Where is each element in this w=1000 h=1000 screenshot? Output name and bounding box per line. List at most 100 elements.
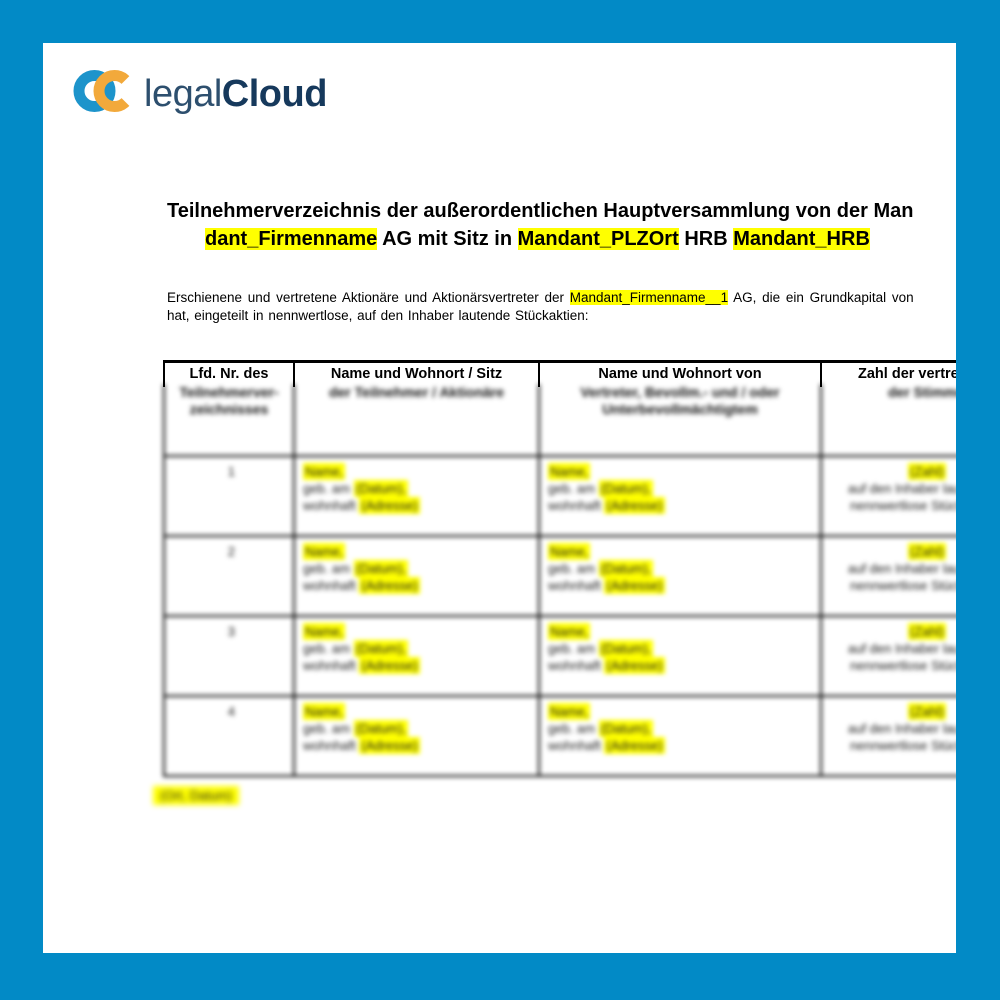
cell-text: geb. am bbox=[548, 721, 599, 736]
placeholder-field-firmenname[interactable]: dant_Firmenname bbox=[205, 228, 378, 250]
placeholder-field-zahl[interactable]: (Zahl) bbox=[908, 623, 946, 640]
header-text: zeichnisses bbox=[189, 401, 269, 417]
row-shares-cell: (Zahl) auf den Inhaber lautende nennwert… bbox=[822, 457, 956, 535]
row-representative-cell: Name, geb. am (Datum), wohnhaft (Adresse… bbox=[540, 537, 822, 615]
row-representative-cell: Name, geb. am (Datum), wohnhaft (Adresse… bbox=[540, 457, 822, 535]
doc-title-line1: Teilnehmerverzeichnis der außerordentlic… bbox=[167, 200, 914, 222]
header-col-zahl-text: Zahl der vertretenen bbox=[858, 366, 956, 382]
cell-text: nennwertlose Stückaktien bbox=[850, 498, 956, 513]
intro-paragraph-line1: Erschienene und vertretene Aktionäre und… bbox=[167, 290, 914, 305]
cell-text: wohnhaft bbox=[303, 658, 360, 673]
placeholder-field-name[interactable]: Name, bbox=[548, 703, 591, 720]
table-row: 2 Name, geb. am (Datum), wohnhaft (Adres… bbox=[165, 535, 956, 615]
header-text: Vertreter, Bevollm.- und / oder bbox=[580, 384, 780, 400]
placeholder-field-zahl[interactable]: (Zahl) bbox=[908, 543, 946, 560]
header-col-name-wohnort-von: Name und Wohnort von bbox=[540, 363, 822, 387]
placeholder-field-zahl[interactable]: (Zahl) bbox=[908, 463, 946, 480]
header-col2-sub: der Teilnehmer / Aktionäre bbox=[295, 384, 540, 455]
header-text: der Stimmen bbox=[888, 384, 956, 400]
placeholder-field-firmenname-1[interactable]: Mandant_Firmenname__1 bbox=[569, 290, 729, 305]
intro-text: Erschienene und vertretene Aktionäre und… bbox=[167, 290, 570, 305]
intro-paragraph-line2: hat, eingeteilt in nennwertlose, auf den… bbox=[167, 308, 589, 323]
placeholder-field-name[interactable]: Name, bbox=[303, 623, 346, 640]
doc-title-text: HRB bbox=[678, 228, 734, 250]
placeholder-field-hrb[interactable]: Mandant_HRB bbox=[733, 228, 870, 250]
cell-text: geb. am bbox=[548, 561, 599, 576]
logo-text: legalCloud bbox=[144, 70, 327, 118]
placeholder-field-adresse[interactable]: (Adresse) bbox=[604, 737, 665, 754]
placeholder-field-name[interactable]: Name, bbox=[303, 463, 346, 480]
row-number: 2 bbox=[165, 537, 295, 615]
placeholder-field-datum[interactable]: (Datum), bbox=[598, 480, 654, 497]
row-shares-cell: (Zahl) auf den Inhaber lautende nennwert… bbox=[822, 617, 956, 695]
cell-text: wohnhaft bbox=[548, 658, 605, 673]
table-header-subrow: Teilnehmerver- zeichnisses der Teilnehme… bbox=[165, 384, 956, 455]
placeholder-field-plzort[interactable]: Mandant_PLZOrt bbox=[517, 228, 679, 250]
cell-text: nennwertlose Stückaktien bbox=[850, 738, 956, 753]
row-shareholder-cell: Name, geb. am (Datum), wohnhaft (Adresse… bbox=[295, 537, 540, 615]
placeholder-field-adresse[interactable]: (Adresse) bbox=[604, 497, 665, 514]
header-col-lfd-nr: Lfd. Nr. des bbox=[165, 363, 295, 387]
table-row: 3 Name, geb. am (Datum), wohnhaft (Adres… bbox=[165, 615, 956, 695]
placeholder-field-adresse[interactable]: (Adresse) bbox=[604, 657, 665, 674]
cell-text: auf den Inhaber lautende bbox=[848, 481, 956, 496]
header-col4-sub: der Stimmen bbox=[822, 384, 956, 455]
cell-text: geb. am bbox=[548, 481, 599, 496]
placeholder-field-name[interactable]: Name, bbox=[548, 623, 591, 640]
table-row: 1 Name, geb. am (Datum), wohnhaft (Adres… bbox=[165, 455, 956, 535]
row-number: 3 bbox=[165, 617, 295, 695]
cell-text: wohnhaft bbox=[548, 578, 605, 593]
brand-logo: legalCloud bbox=[73, 68, 327, 119]
cell-text: nennwertlose Stückaktien bbox=[850, 578, 956, 593]
cell-text: wohnhaft bbox=[548, 498, 605, 513]
cell-text: wohnhaft bbox=[303, 498, 360, 513]
placeholder-field-adresse[interactable]: (Adresse) bbox=[359, 657, 420, 674]
placeholder-field-adresse[interactable]: (Adresse) bbox=[359, 577, 420, 594]
placeholder-field-datum[interactable]: (Datum), bbox=[353, 480, 409, 497]
cell-text: wohnhaft bbox=[303, 738, 360, 753]
placeholder-field-datum[interactable]: (Datum), bbox=[598, 640, 654, 657]
placeholder-field-datum[interactable]: (Datum), bbox=[353, 640, 409, 657]
header-text: Unterbevollmächtigtem bbox=[602, 401, 758, 417]
row-number: 1 bbox=[165, 457, 295, 535]
row-representative-cell: Name, geb. am (Datum), wohnhaft (Adresse… bbox=[540, 617, 822, 695]
placeholder-field-datum[interactable]: (Datum), bbox=[598, 560, 654, 577]
cell-text: geb. am bbox=[548, 641, 599, 656]
placeholder-field-adresse[interactable]: (Adresse) bbox=[359, 497, 420, 514]
cell-text: auf den Inhaber lautende bbox=[848, 641, 956, 656]
header-col1-sub: Teilnehmerver- zeichnisses bbox=[165, 384, 295, 455]
logo-oc-mark-icon bbox=[73, 68, 135, 119]
placeholder-field-name[interactable]: Name, bbox=[303, 543, 346, 560]
row-shareholder-cell: Name, geb. am (Datum), wohnhaft (Adresse… bbox=[295, 697, 540, 775]
placeholder-field-zahl[interactable]: (Zahl) bbox=[908, 703, 946, 720]
cell-text: auf den Inhaber lautende bbox=[848, 561, 956, 576]
placeholder-field-datum[interactable]: (Datum), bbox=[353, 560, 409, 577]
cell-text: geb. am bbox=[303, 641, 354, 656]
placeholder-field-datum[interactable]: (Datum), bbox=[598, 720, 654, 737]
cell-text: nennwertlose Stückaktien bbox=[850, 658, 956, 673]
table-row: 4 Name, geb. am (Datum), wohnhaft (Adres… bbox=[165, 695, 956, 775]
row-number: 4 bbox=[165, 697, 295, 775]
placeholder-field-adresse[interactable]: (Adresse) bbox=[604, 577, 665, 594]
row-shares-cell: (Zahl) auf den Inhaber lautende nennwert… bbox=[822, 537, 956, 615]
cell-text: wohnhaft bbox=[548, 738, 605, 753]
header-col3-sub: Vertreter, Bevollm.- und / oder Unterbev… bbox=[540, 384, 822, 455]
cell-text: geb. am bbox=[303, 561, 354, 576]
row-shareholder-cell: Name, geb. am (Datum), wohnhaft (Adresse… bbox=[295, 457, 540, 535]
placeholder-field-name[interactable]: Name, bbox=[548, 543, 591, 560]
placeholder-field-name[interactable]: Name, bbox=[303, 703, 346, 720]
logo-text-legal: legal bbox=[144, 72, 222, 115]
placeholder-field-adresse[interactable]: (Adresse) bbox=[359, 737, 420, 754]
row-shareholder-cell: Name, geb. am (Datum), wohnhaft (Adresse… bbox=[295, 617, 540, 695]
cell-text: geb. am bbox=[303, 481, 354, 496]
row-shares-cell: (Zahl) auf den Inhaber lautende nennwert… bbox=[822, 697, 956, 775]
doc-title-text: AG mit Sitz in bbox=[377, 228, 518, 250]
cell-text: auf den Inhaber lautende bbox=[848, 721, 956, 736]
participants-table-header: Lfd. Nr. des Name und Wohnort / Sitz Nam… bbox=[163, 360, 956, 387]
placeholder-field-datum[interactable]: (Datum), bbox=[353, 720, 409, 737]
placeholder-field-ort-datum[interactable]: (Ort, Datum) bbox=[153, 786, 240, 805]
header-col-zahl: Zahl der vertretenen bbox=[822, 363, 956, 387]
placeholder-field-name[interactable]: Name, bbox=[548, 463, 591, 480]
cell-text: wohnhaft bbox=[303, 578, 360, 593]
